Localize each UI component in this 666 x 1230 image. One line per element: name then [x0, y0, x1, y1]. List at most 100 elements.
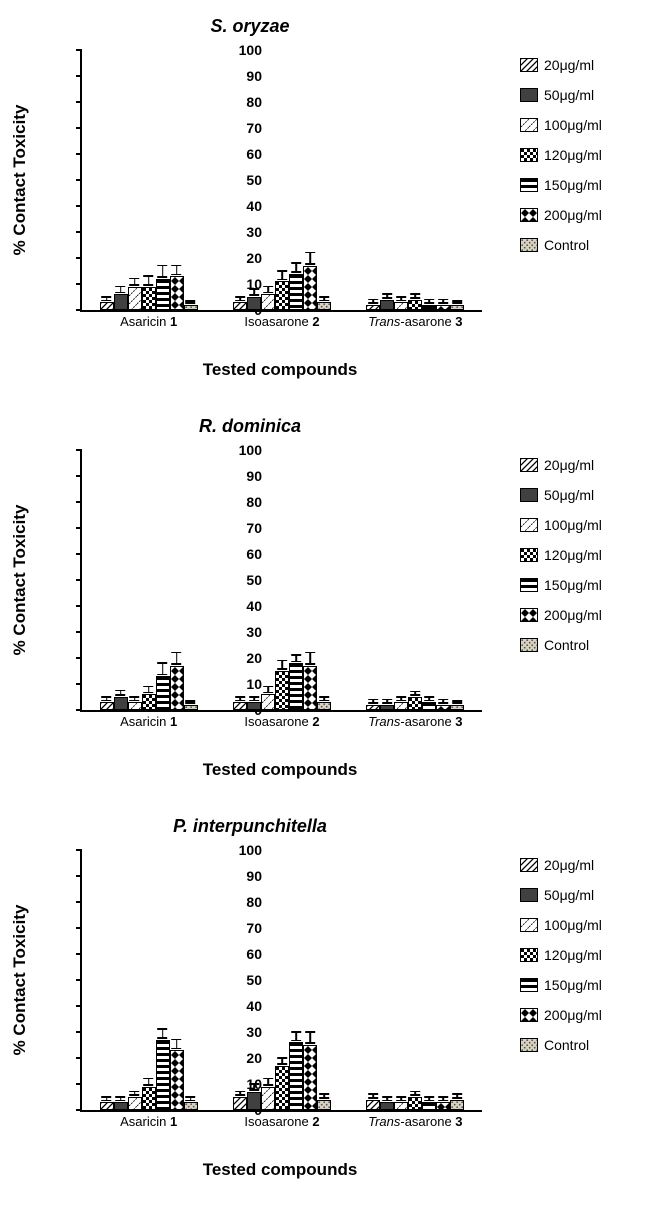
bar: [100, 702, 114, 710]
error-bar: [239, 696, 241, 701]
error-bar: [120, 286, 122, 294]
plot-area: Asaricin 1Isoasarone 2Trans-asarone 3: [80, 50, 482, 312]
bar: [247, 297, 261, 310]
error-bar: [162, 1028, 164, 1038]
error-bar: [281, 660, 283, 670]
legend-label: Control: [544, 237, 589, 253]
bar: [156, 279, 170, 310]
legend-swatch: [520, 208, 538, 222]
category-label: Trans-asarone 3: [350, 714, 480, 729]
legend-item: 120μg/ml: [520, 140, 602, 170]
bar: [422, 702, 436, 710]
legend-item: 150μg/ml: [520, 970, 602, 1000]
bar: [247, 1092, 261, 1110]
legend-item: 100μg/ml: [520, 910, 602, 940]
legend-item: 200μg/ml: [520, 200, 602, 230]
legend-item: Control: [520, 630, 602, 660]
legend-item: Control: [520, 1030, 602, 1060]
bar: [422, 1102, 436, 1110]
legend-item: 200μg/ml: [520, 1000, 602, 1030]
y-axis-label: % Contact Toxicity: [10, 505, 30, 656]
legend-label: 120μg/ml: [544, 147, 602, 163]
legend-label: 150μg/ml: [544, 977, 602, 993]
plot-area: Asaricin 1Isoasarone 2Trans-asarone 3: [80, 850, 482, 1112]
error-bar: [253, 288, 255, 296]
error-bar: [309, 652, 311, 665]
bar: [275, 671, 289, 710]
bar: [450, 305, 464, 310]
bar: [422, 305, 436, 310]
bar: [275, 281, 289, 310]
panel-title: S. oryzae: [0, 16, 500, 37]
category-label: Asaricin 1: [84, 714, 214, 729]
category-label: Asaricin 1: [84, 314, 214, 329]
legend-item: 20μg/ml: [520, 50, 602, 80]
x-axis-label: Tested compounds: [80, 1160, 480, 1180]
error-bar: [176, 652, 178, 665]
category-label: Isoasarone 2: [217, 1114, 347, 1129]
legend-swatch: [520, 118, 538, 132]
legend-swatch: [520, 238, 538, 252]
legend-label: Control: [544, 1037, 589, 1053]
bar: [317, 702, 331, 710]
bar: [366, 705, 380, 710]
legend-item: 20μg/ml: [520, 850, 602, 880]
panel-title: R. dominica: [0, 416, 500, 437]
legend-item: 100μg/ml: [520, 110, 602, 140]
bar: [380, 705, 394, 710]
legend-label: 100μg/ml: [544, 517, 602, 533]
error-bar: [148, 1078, 150, 1086]
plot-area: Asaricin 1Isoasarone 2Trans-asarone 3: [80, 450, 482, 712]
legend-item: 120μg/ml: [520, 940, 602, 970]
legend-item: 50μg/ml: [520, 480, 602, 510]
error-bar: [267, 1078, 269, 1086]
error-bar: [309, 252, 311, 265]
bar: [289, 1042, 303, 1110]
legend-swatch: [520, 638, 538, 652]
bar: [233, 1097, 247, 1110]
bar: [436, 305, 450, 310]
error-bar: [457, 700, 459, 704]
error-bar: [134, 696, 136, 701]
legend-label: 150μg/ml: [544, 177, 602, 193]
error-bar: [267, 686, 269, 694]
bar: [128, 287, 142, 310]
error-bar: [373, 1093, 375, 1098]
error-bar: [295, 262, 297, 272]
error-bar: [443, 299, 445, 304]
bar: [184, 1102, 198, 1110]
legend-label: 150μg/ml: [544, 577, 602, 593]
x-axis-label: Tested compounds: [80, 360, 480, 380]
bar: [408, 697, 422, 710]
bar: [317, 302, 331, 310]
bar: [289, 663, 303, 710]
x-axis-label: Tested compounds: [80, 760, 480, 780]
legend-swatch: [520, 948, 538, 962]
legend-label: 20μg/ml: [544, 857, 594, 873]
error-bar: [373, 299, 375, 304]
legend-label: 50μg/ml: [544, 487, 594, 503]
legend-label: 100μg/ml: [544, 917, 602, 933]
error-bar: [295, 1031, 297, 1041]
error-bar: [401, 1096, 403, 1101]
legend: 20μg/ml50μg/ml100μg/ml120μg/ml150μg/ml20…: [520, 850, 602, 1060]
legend-item: 20μg/ml: [520, 450, 602, 480]
bar: [184, 705, 198, 710]
error-bar: [134, 278, 136, 286]
error-bar: [401, 296, 403, 301]
bar: [156, 676, 170, 710]
legend-swatch: [520, 858, 538, 872]
legend-swatch: [520, 458, 538, 472]
bar: [408, 300, 422, 310]
legend-swatch: [520, 978, 538, 992]
bar: [408, 1097, 422, 1110]
bar: [261, 1087, 275, 1110]
legend-label: 120μg/ml: [544, 547, 602, 563]
legend-label: 120μg/ml: [544, 947, 602, 963]
bar: [100, 1102, 114, 1110]
error-bar: [253, 1083, 255, 1091]
error-bar: [429, 696, 431, 701]
error-bar: [267, 286, 269, 294]
error-bar: [239, 1091, 241, 1096]
legend-label: 200μg/ml: [544, 607, 602, 623]
